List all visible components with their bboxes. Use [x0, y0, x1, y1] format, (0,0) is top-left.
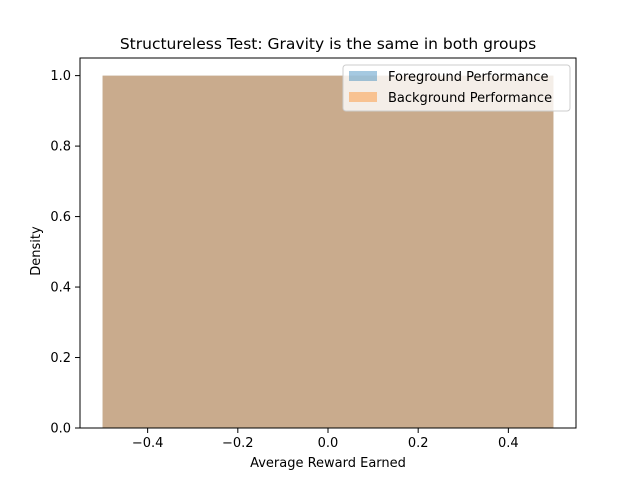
y-axis-label: Density [29, 226, 44, 276]
legend-box [342, 64, 571, 112]
legend-label-background: Background Performance [388, 91, 552, 106]
legend-label-foreground: Foreground Performance [388, 70, 549, 85]
bars-layer [102, 75, 554, 428]
x-axis-label: Average Reward Earned [250, 456, 406, 471]
x-tick-label: 0.0 [318, 436, 339, 451]
histogram-bar-background-0 [102, 75, 554, 428]
y-axis-ticks: 0.0 0.2 0.4 0.6 0.8 1.0 [50, 69, 80, 437]
x-axis-ticks: −0.4 −0.2 0.0 0.2 0.4 [132, 428, 519, 451]
chart-title: Structureless Test: Gravity is the same … [120, 35, 536, 53]
x-tick-label: 0.4 [498, 436, 519, 451]
y-tick-label: 0.4 [50, 281, 71, 296]
legend-swatch-background [349, 92, 377, 102]
y-tick-label: 1.0 [50, 69, 71, 84]
histogram-bar-foreground-0 [102, 75, 554, 428]
y-tick-label: 0.2 [50, 351, 71, 366]
x-tick-label: −0.4 [132, 436, 164, 451]
y-tick-label: 0.8 [50, 140, 71, 155]
y-tick-label: 0.6 [50, 210, 71, 225]
y-tick-label: 0.0 [50, 422, 71, 437]
legend: Foreground Performance Background Perfor… [342, 64, 571, 112]
x-tick-label: 0.2 [408, 436, 429, 451]
legend-swatch-foreground [349, 71, 377, 81]
x-tick-label: −0.2 [222, 436, 254, 451]
